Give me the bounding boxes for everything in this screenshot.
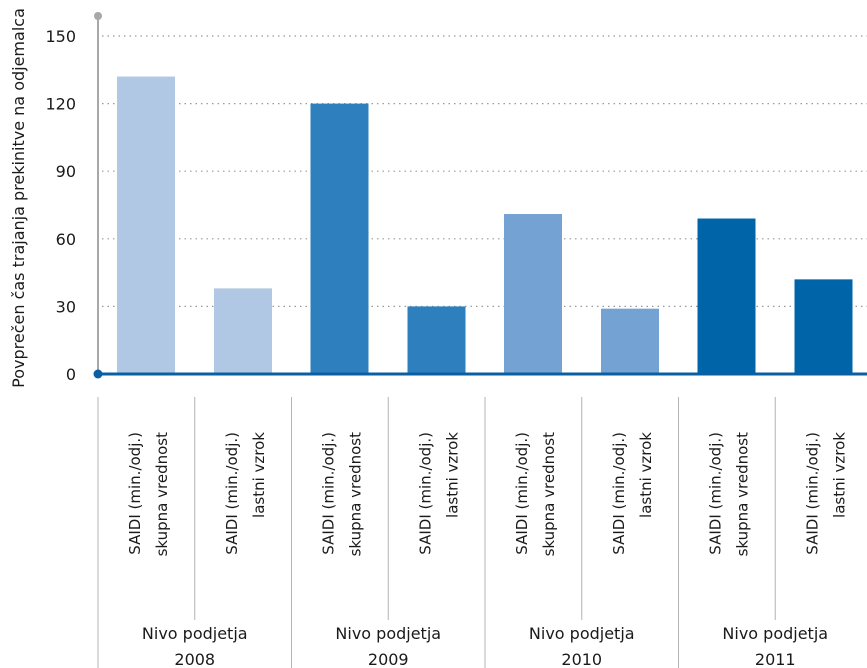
x-group-label: Nivo podjetja — [722, 624, 828, 643]
x-group-label: Nivo podjetja — [529, 624, 635, 643]
x-category-label: SAIDI (min./odj.) skupna vrednost — [320, 432, 365, 556]
x-category-label: SAIDI (min./odj.) lastni vzrok — [417, 432, 462, 555]
x-category-label: SAIDI (min./odj.) skupna vrednost — [707, 432, 752, 556]
x-group-label: Nivo podjetja — [335, 624, 441, 643]
bar — [504, 214, 562, 374]
y-tick-label: 0 — [66, 365, 76, 384]
x-category-label: SAIDI (min./odj.) skupna vrednost — [126, 432, 171, 556]
x-group-label: Nivo podjetja — [142, 624, 248, 643]
x-category-label: SAIDI (min./odj.) lastni vzrok — [610, 432, 655, 555]
y-tick-label: 150 — [45, 27, 76, 46]
y-tick-label: 60 — [56, 230, 76, 249]
bar — [310, 103, 369, 374]
bar — [214, 288, 272, 374]
bar — [794, 279, 853, 374]
y-axis-label: Povprečen čas trajanja prekinitve na odj… — [9, 8, 28, 388]
bar — [117, 76, 175, 374]
y-axis-end-dot — [94, 12, 102, 20]
x-group-year: 2010 — [561, 650, 602, 668]
x-category-label: SAIDI (min./odj.) lastni vzrok — [804, 432, 849, 555]
bar — [407, 306, 466, 374]
x-group-year: 2009 — [368, 650, 409, 668]
origin-dot — [93, 369, 103, 379]
bars — [117, 76, 853, 374]
y-tick-label: 120 — [45, 95, 76, 114]
bar — [601, 308, 659, 374]
x-group-year: 2008 — [174, 650, 215, 668]
y-tick-label: 90 — [56, 162, 76, 181]
x-category-label: SAIDI (min./odj.) lastni vzrok — [223, 432, 268, 555]
x-group-year: 2011 — [755, 650, 796, 668]
labels: 0 30 60 90 120 150 SAIDI (min./odj.) skupna vre… — [45, 27, 848, 668]
x-category-label: SAIDI (min./odj.) skupna vrednost — [513, 432, 558, 556]
bar — [697, 218, 756, 374]
axes — [93, 12, 867, 668]
y-tick-label: 30 — [56, 297, 76, 316]
